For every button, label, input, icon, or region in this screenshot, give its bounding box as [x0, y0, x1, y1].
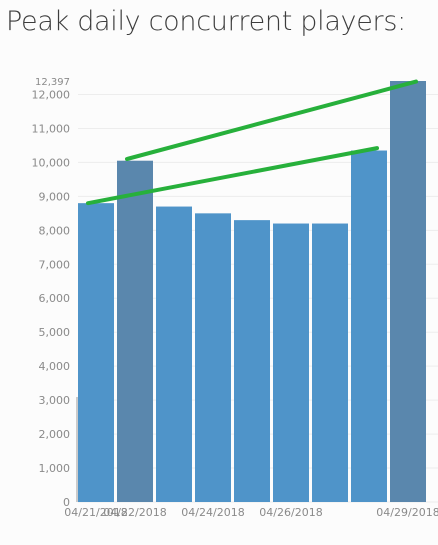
y-tick-label: 6,000	[39, 292, 71, 305]
y-tick-label: 12,000	[32, 88, 71, 101]
x-tick-label: 04/22/2018	[103, 506, 166, 519]
x-tick-label: 04/21/2018	[64, 506, 127, 519]
y-tick-label: 7,000	[39, 258, 71, 271]
bar	[234, 220, 270, 502]
y-tick-label: 11,000	[32, 122, 71, 135]
page-title: Peak daily concurrent players:	[6, 6, 406, 37]
y-tick-label: 2,000	[39, 428, 71, 441]
bar	[273, 223, 309, 502]
y-tick-label: 3,000	[39, 394, 71, 407]
x-tick-label: 04/26/2018	[259, 506, 322, 519]
y-tick-label: 4,000	[39, 360, 71, 373]
y-max-label: 12,397	[35, 77, 70, 88]
bar	[351, 150, 387, 503]
x-tick-label: 04/24/2018	[181, 506, 244, 519]
bar	[312, 223, 348, 502]
y-tick-label: 1,000	[39, 462, 71, 475]
bar	[117, 160, 153, 502]
y-tick-label: 9,000	[39, 190, 71, 203]
trend-line	[86, 146, 379, 206]
bar	[156, 206, 192, 502]
trend-line	[125, 79, 418, 162]
y-tick-label: 0	[63, 496, 70, 509]
bar	[195, 213, 231, 503]
bar	[78, 203, 114, 502]
y-tick-label: 8,000	[39, 224, 71, 237]
y-tick-label: 10,000	[32, 156, 71, 169]
x-tick-label: 04/29/2018	[376, 506, 438, 519]
y-tick-label: 5,000	[39, 326, 71, 339]
bar	[390, 81, 426, 502]
